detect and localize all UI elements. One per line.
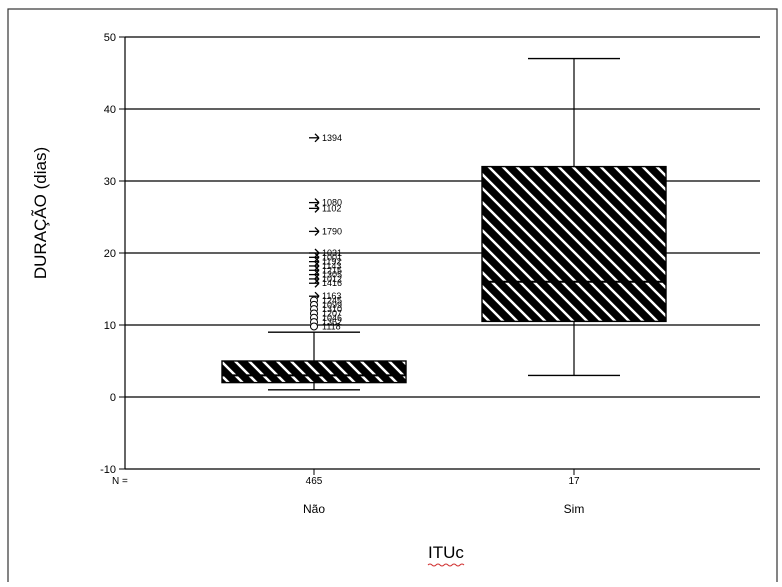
outlier-label: 1192 <box>322 257 341 267</box>
outlier-point: 1118 <box>310 321 341 331</box>
outlier-point: 1102 <box>309 203 341 213</box>
spellcheck-underline <box>427 563 465 567</box>
outlier-label: 1031 <box>322 248 342 258</box>
y-tick-label: -10 <box>100 464 116 476</box>
outlier-point: 1305 <box>309 270 342 280</box>
x-axis-label: ITUc <box>428 543 464 562</box>
outlier-label: 1310 <box>322 304 342 314</box>
y-tick-label: 30 <box>104 176 116 188</box>
y-tick-label: 10 <box>104 320 116 332</box>
outlier-label: 1215 <box>322 265 342 275</box>
outlier-label: 1207 <box>322 308 342 318</box>
x-tick-label: Não <box>303 502 325 516</box>
outlier-label: 1416 <box>322 278 342 288</box>
outlier-label: 1362 <box>322 317 342 327</box>
y-tick-label: 50 <box>104 32 116 44</box>
outlier-label: 1394 <box>322 133 342 143</box>
box <box>221 360 407 384</box>
axes: -10 0 10 20 30 40 50 465 Não 17 Sim <box>100 32 584 516</box>
outlier-label: 1118 <box>322 321 341 331</box>
outlier-label: 1245 <box>322 296 342 306</box>
y-tick-label: 20 <box>104 248 116 260</box>
n-count-label: 465 <box>306 476 323 487</box>
outlier-label: 1001 <box>322 252 342 262</box>
outlier-label: 1305 <box>322 270 342 280</box>
y-axis-label: DURAÇÃO (dias) <box>31 147 50 279</box>
outlier-label: 1012 <box>322 274 342 284</box>
gridlines <box>125 36 760 470</box>
outlier-label: 1163 <box>322 291 341 301</box>
y-tick-label: 0 <box>110 392 116 404</box>
x-tick-label: Sim <box>564 502 585 516</box>
y-tick-label: 40 <box>104 104 116 116</box>
outlier-label: 1080 <box>322 198 342 208</box>
n-label: N = <box>112 476 128 487</box>
outlier-point: 1790 <box>309 226 342 236</box>
outlier-label: 1099 <box>322 300 342 310</box>
outlier-label: 1102 <box>322 203 341 213</box>
outlier-label: 1143 <box>322 261 341 271</box>
outlier-point: 1416 <box>309 278 342 288</box>
box <box>481 165 667 323</box>
n-count-label: 17 <box>568 476 580 487</box>
outlier-label: 1046 <box>322 313 342 323</box>
boxes <box>221 57 667 391</box>
outlier-label: 1790 <box>322 226 342 236</box>
outlier-point: 1394 <box>309 133 342 143</box>
